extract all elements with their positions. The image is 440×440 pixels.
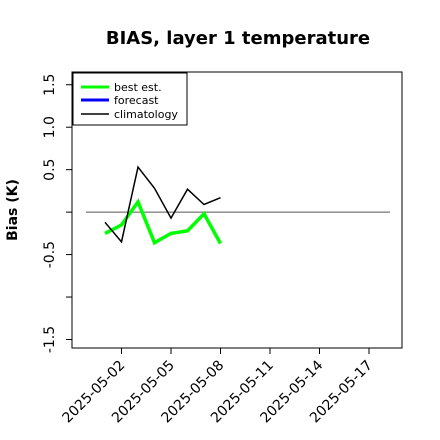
legend-label-climatology: climatology — [114, 108, 178, 121]
legend-label-best-est: best est. — [114, 81, 162, 94]
y-tick-label: 1.5 — [42, 74, 58, 96]
y-tick-label: 0.5 — [42, 159, 58, 181]
y-tick-label: -1.5 — [42, 326, 58, 353]
y-tick-label: -0.5 — [42, 241, 58, 268]
y-tick-label: 1.0 — [42, 116, 58, 138]
y-axis-label: Bias (K) — [5, 179, 21, 241]
legend-label-forecast: forecast — [114, 94, 159, 107]
chart-title: BIAS, layer 1 temperature — [106, 28, 370, 49]
series-line-climatology — [104, 165, 221, 244]
series-line-best-est — [104, 198, 223, 246]
legend: best est. forecast climatology — [72, 72, 188, 126]
plot-frame — [71, 71, 403, 349]
